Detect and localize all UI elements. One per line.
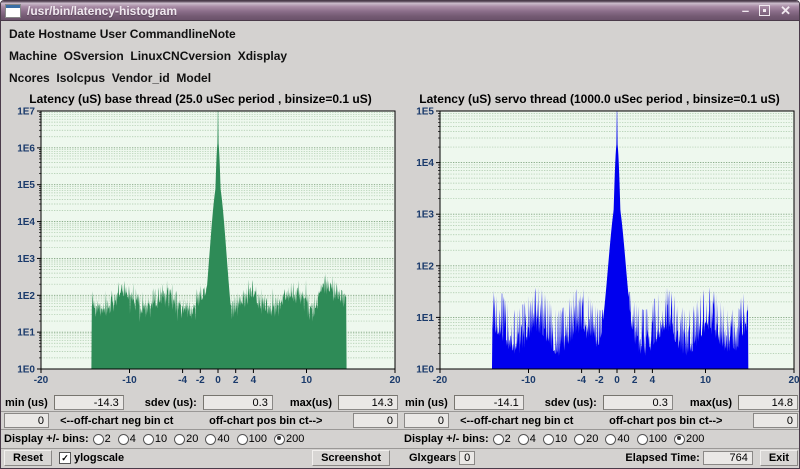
svg-text:1E5: 1E5 [416, 107, 434, 118]
svg-text:4: 4 [650, 375, 656, 386]
svg-text:-4: -4 [178, 375, 187, 386]
svg-text:1E7: 1E7 [17, 107, 35, 118]
svg-text:1E2: 1E2 [17, 291, 35, 302]
svg-text:0: 0 [215, 375, 221, 386]
svg-text:-20: -20 [433, 375, 448, 386]
svg-text:1E1: 1E1 [416, 313, 434, 324]
svg-text:-10: -10 [122, 375, 137, 386]
svg-text:10: 10 [301, 375, 313, 386]
svg-text:-20: -20 [34, 375, 49, 386]
svg-text:1E0: 1E0 [17, 365, 35, 376]
svg-text:0: 0 [614, 375, 620, 386]
svg-text:1E1: 1E1 [17, 328, 35, 339]
svg-text:1E5: 1E5 [17, 180, 35, 191]
svg-text:-10: -10 [521, 375, 536, 386]
svg-text:-2: -2 [196, 375, 205, 386]
svg-text:1E2: 1E2 [416, 261, 434, 272]
svg-text:-2: -2 [595, 375, 604, 386]
svg-text:20: 20 [389, 375, 400, 386]
svg-text:1E4: 1E4 [17, 217, 35, 228]
svg-text:10: 10 [700, 375, 712, 386]
svg-text:4: 4 [251, 375, 257, 386]
svg-text:1E0: 1E0 [416, 365, 434, 376]
svg-text:1E4: 1E4 [416, 158, 434, 169]
svg-text:1E3: 1E3 [416, 210, 434, 221]
svg-text:2: 2 [632, 375, 638, 386]
svg-text:20: 20 [788, 375, 799, 386]
svg-text:2: 2 [233, 375, 239, 386]
svg-text:-4: -4 [577, 375, 586, 386]
svg-text:1E3: 1E3 [17, 254, 35, 265]
svg-text:1E6: 1E6 [17, 143, 35, 154]
